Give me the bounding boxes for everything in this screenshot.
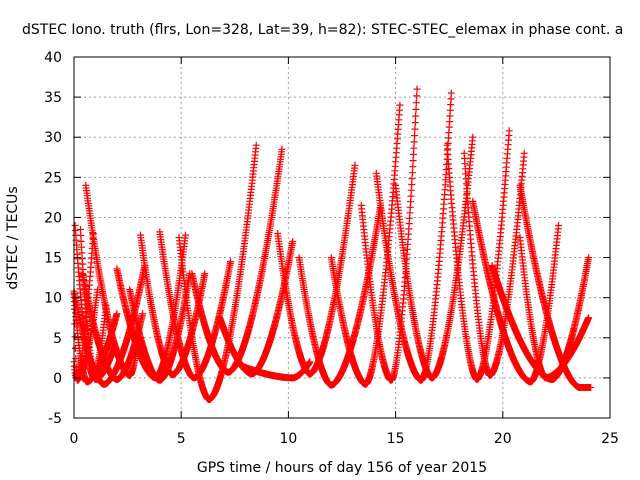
data-point-markers [126,270,194,384]
y-tick-label: 0 [53,371,62,387]
tick-marks [73,56,611,419]
y-tick-label: 15 [44,251,62,267]
series-arc [392,133,477,382]
data-point-markers [516,181,595,391]
y-tick-label: 10 [44,291,62,307]
y-tick-label: 35 [44,90,62,106]
y-tick-label: 20 [44,210,62,226]
y-axis-label: dSTEC / TECUs [5,186,21,289]
tick-labels: 0 5 10 15 20 25 -5 0 5 10 15 20 25 30 35 40 [44,50,619,447]
y-tick-label: 30 [44,130,62,146]
x-tick-label: 25 [601,431,619,447]
x-axis-label: GPS time / hours of day 156 of year 2015 [197,460,487,476]
series-arc [295,201,385,389]
series-arc [126,270,194,384]
data-point-markers [295,201,385,389]
series-arc [175,141,260,403]
series-arc [516,181,595,391]
x-tick-label: 5 [177,431,186,447]
series-arc [237,358,314,382]
series-arc [357,85,421,384]
x-tick-label: 10 [279,431,297,447]
y-tick-label: 25 [44,170,62,186]
x-tick-label: 0 [70,431,79,447]
plot-frame [73,56,611,419]
data-point-markers [237,358,314,382]
y-tick-label: 40 [44,50,62,66]
grid [74,57,610,418]
y-tick-label: 5 [53,331,62,347]
plot-data [70,85,595,403]
y-tick-label: -5 [48,411,62,427]
chart-title: dSTEC Iono. truth (flrs, Lon=328, Lat=39… [22,22,623,38]
series-arc [516,234,593,382]
data-point-markers [392,133,477,382]
x-tick-label: 20 [494,431,512,447]
x-tick-label: 15 [387,431,405,447]
data-point-markers [175,141,260,403]
data-point-markers [357,85,421,384]
data-point-markers [516,234,593,382]
